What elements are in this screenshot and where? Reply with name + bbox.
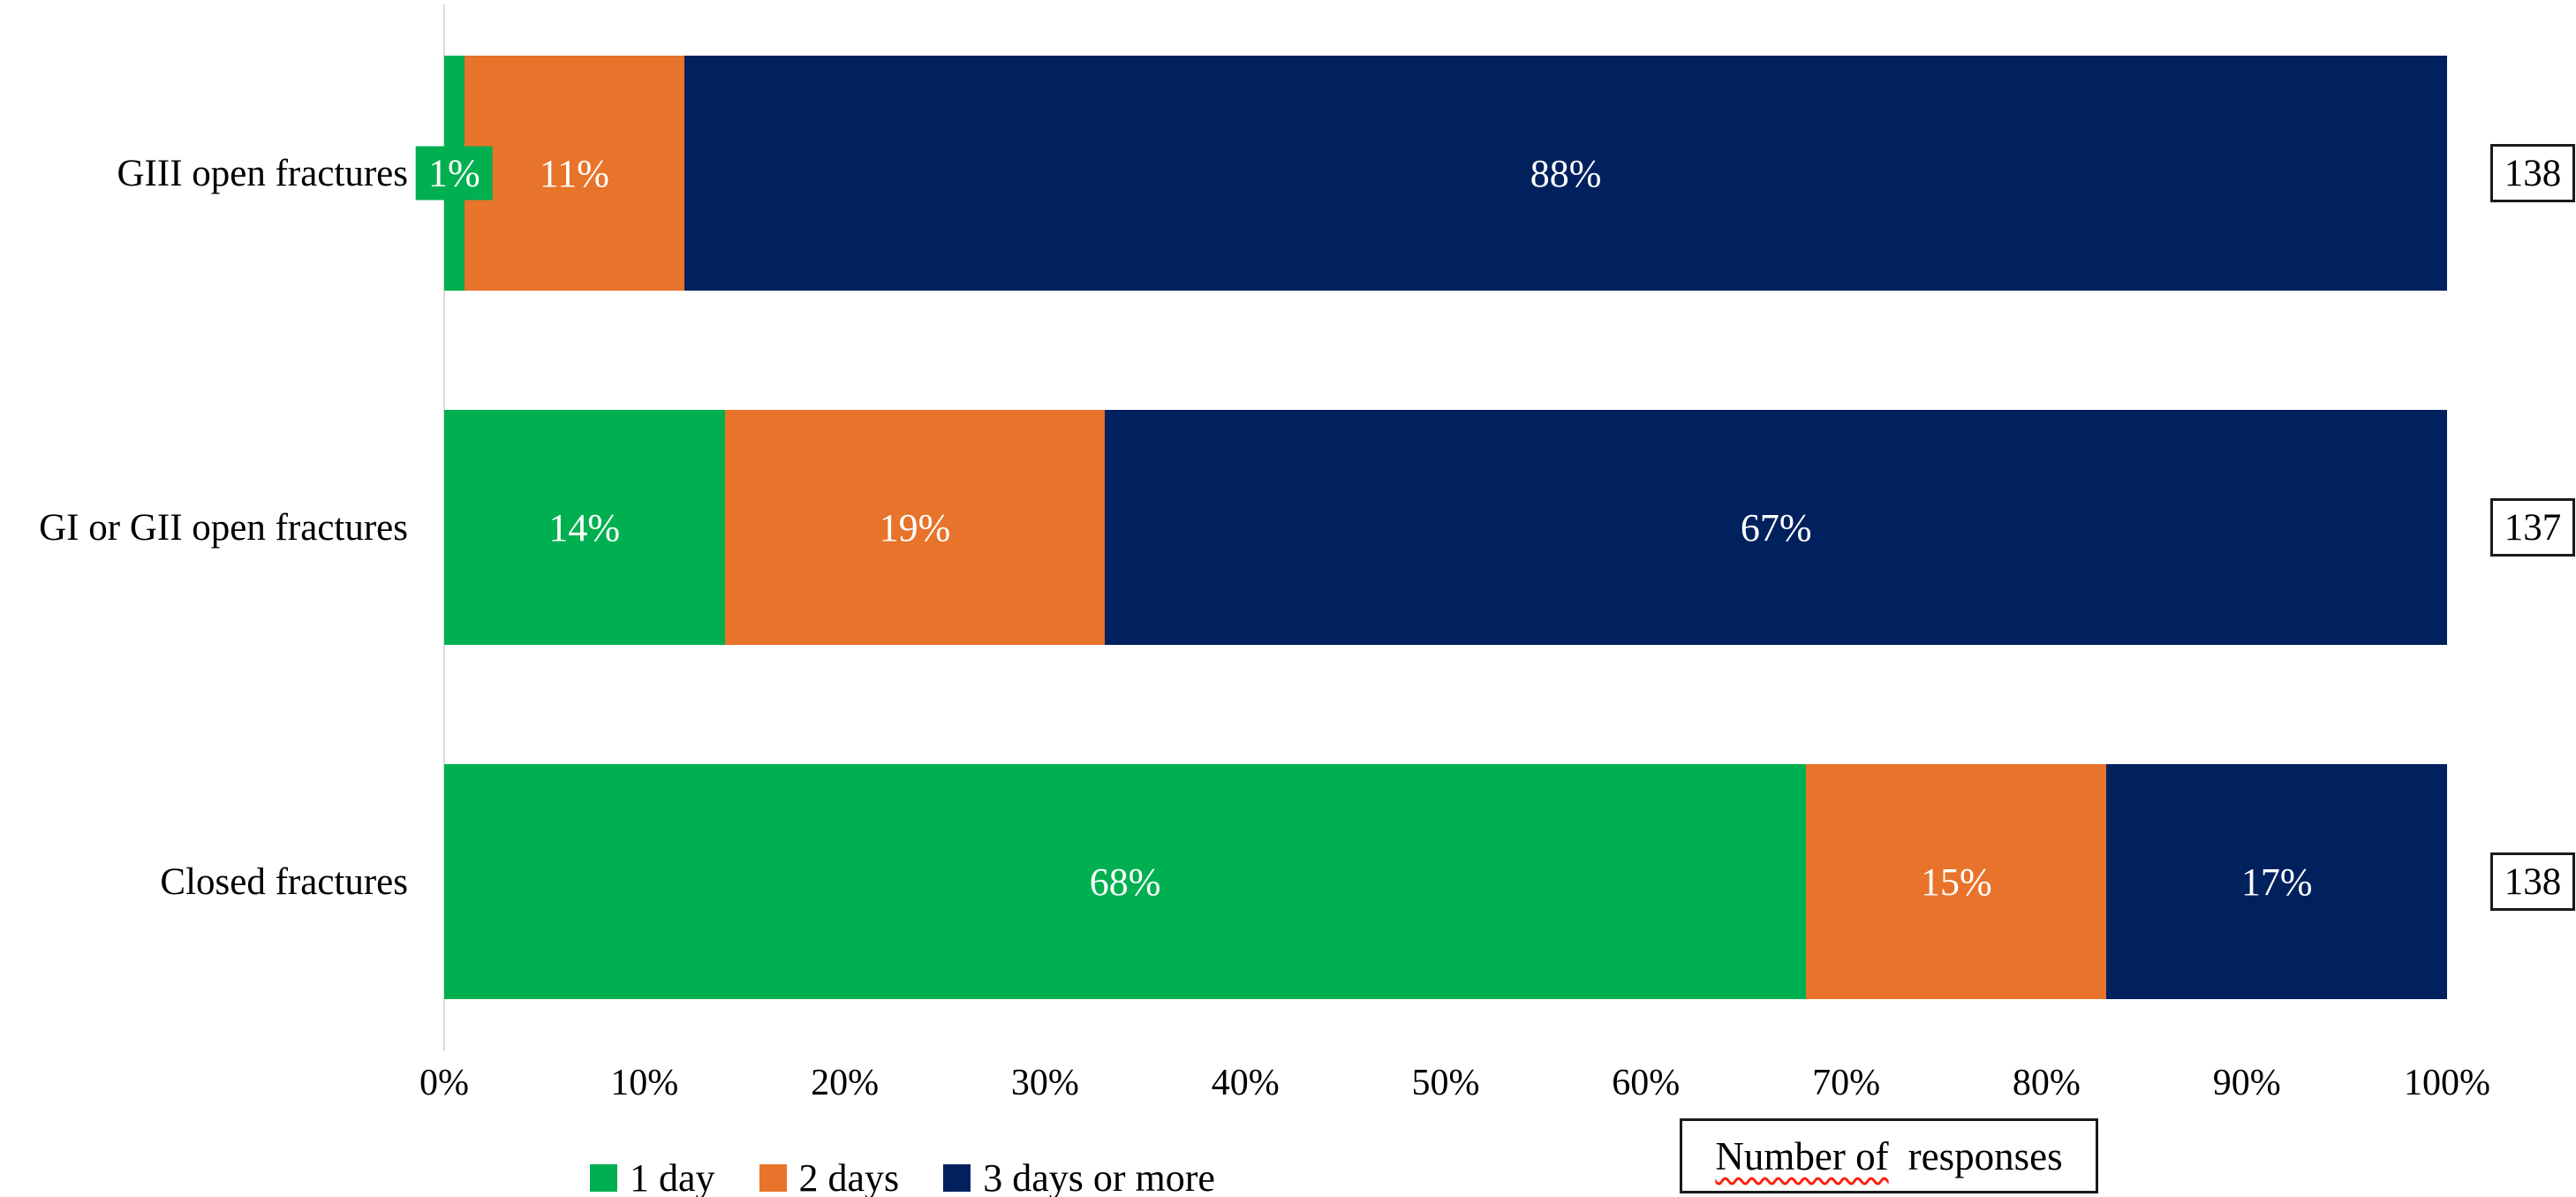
legend-swatch-icon [590,1164,617,1192]
bar-segment: 68% [444,764,1807,999]
legend: 1 day 2 days 3 days or more [590,1155,1215,1197]
x-axis-tick-label: 0% [419,1063,469,1103]
data-label: 19% [879,505,951,549]
legend-label: 1 day [630,1156,715,1197]
bar-segment: 19% [724,410,1106,645]
bar-segment: 88% [684,56,2447,291]
x-axis-tick-label: 30% [1010,1063,1079,1103]
bar-segment: 14% [444,410,725,645]
bar-segment: 17% [2106,764,2447,999]
category-label: GIII open fractures [117,152,409,194]
data-label: 67% [1740,505,1812,549]
bar-segment: 67% [1105,410,2447,645]
legend-item: 1 day [590,1155,715,1197]
bar-segment: 15% [1806,764,2107,999]
responses-count-box: 138 [2490,852,2575,911]
data-label: 1% [416,146,493,201]
data-label: 15% [1921,860,1992,904]
data-label: 11% [539,151,609,195]
legend-item: 2 days [759,1155,900,1197]
category-label: Closed fractures [160,860,408,903]
x-axis-tick-label: 40% [1211,1063,1280,1103]
bar-segment: 11% [464,56,685,291]
stacked-bar: 1% 11% 88% [416,56,2447,291]
data-label: 14% [548,505,621,549]
legend-label: 2 days [798,1156,900,1197]
x-axis-tick-label: 10% [610,1063,679,1103]
legend-item: 3 days or more [943,1155,1215,1197]
number-of-responses-label-box: Number of responses [1680,1118,2098,1193]
responses-count-box: 138 [2490,144,2575,202]
responses-box-text: responses [1907,1133,2063,1178]
legend-label: 3 days or more [983,1156,1215,1197]
legend-swatch-icon [943,1164,971,1192]
data-label: 17% [2240,860,2313,904]
legend-swatch-icon [759,1164,787,1192]
x-axis-tick-label: 50% [1411,1063,1480,1103]
x-axis-tick-label: 20% [811,1063,880,1103]
responses-box-text-underlined: Number of [1715,1133,1889,1178]
x-axis-tick-label: 90% [2212,1063,2281,1103]
x-axis-tick-label: 70% [1812,1063,1881,1103]
category-label: GI or GII open fractures [39,506,408,549]
data-label: 88% [1530,151,1602,195]
stacked-bar: 14% 19% 67% [444,410,2447,645]
stacked-bar: 68% 15% 17% [444,764,2447,999]
x-axis-tick-label: 100% [2404,1063,2490,1103]
x-axis-tick-label: 60% [1612,1063,1681,1103]
x-axis-tick-label: 80% [2012,1063,2081,1103]
data-label: 68% [1089,860,1161,904]
bar-segment: 1% [416,56,493,291]
responses-count-box: 137 [2490,498,2575,557]
